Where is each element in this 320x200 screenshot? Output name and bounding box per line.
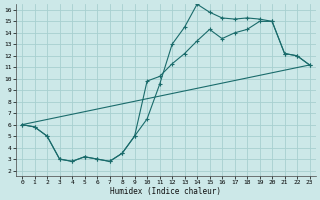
- X-axis label: Humidex (Indice chaleur): Humidex (Indice chaleur): [110, 187, 221, 196]
